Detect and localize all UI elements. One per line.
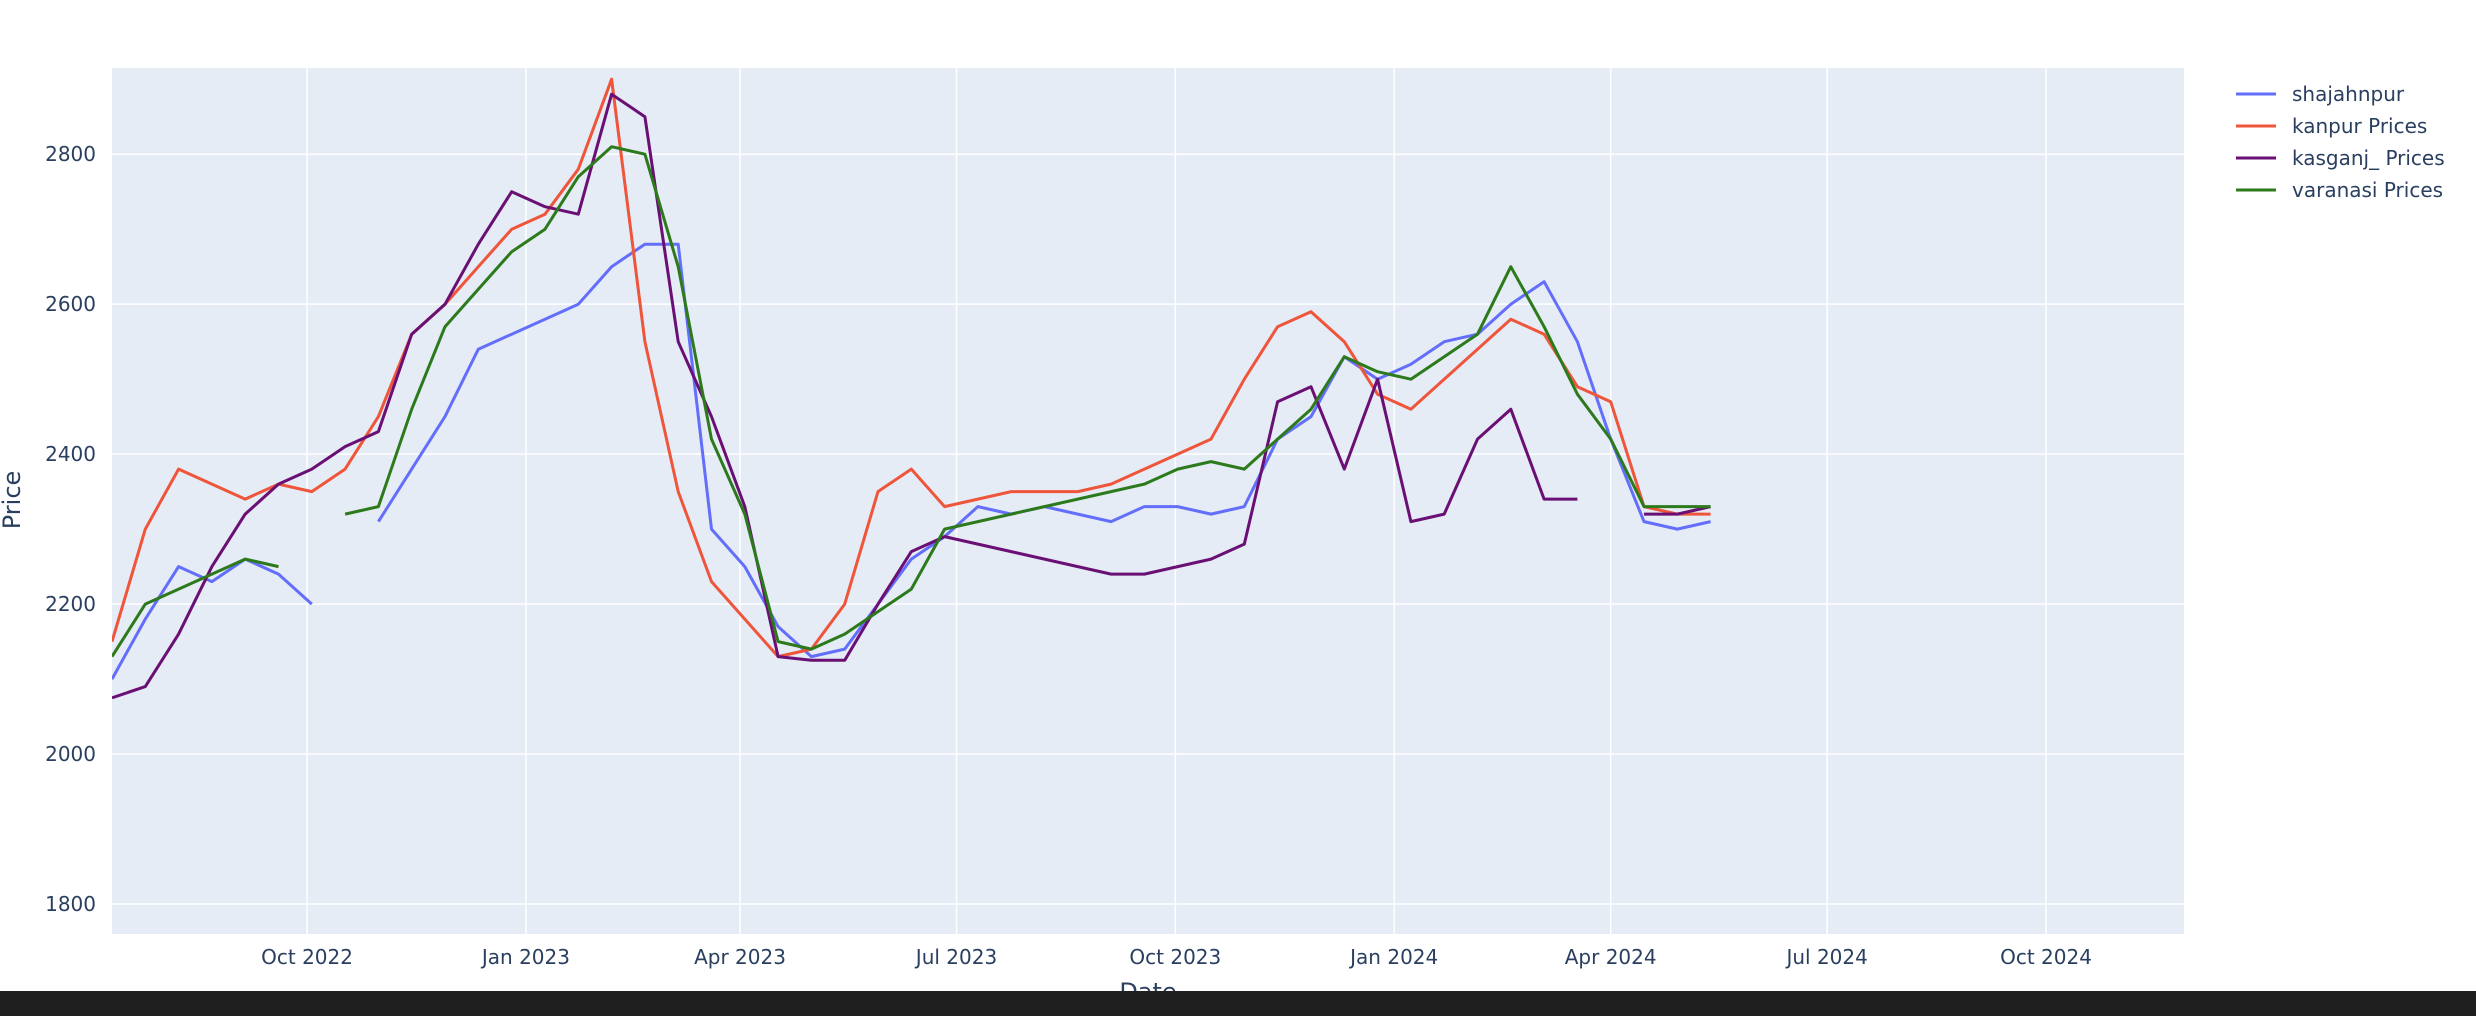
- x-tick-label: Jan 2023: [480, 945, 570, 969]
- legend-item[interactable]: shajahnpur: [2236, 82, 2405, 106]
- x-tick-label: Jul 2023: [914, 945, 997, 969]
- x-tick-label: Jan 2024: [1348, 945, 1438, 969]
- x-axis-ticks: Oct 2022 Jan 2023 Apr 2023 Jul 2023 Oct 2023…: [261, 945, 2092, 969]
- x-tick-label: Oct 2023: [1129, 945, 1221, 969]
- bottom-bar: [0, 991, 2476, 1016]
- series-line-varanasi-prices: [112, 145, 1711, 658]
- plot-background: [112, 68, 2184, 934]
- y-tick-label: 2400: [45, 442, 96, 466]
- legend[interactable]: shajahnpur kanpur Prices kasganj_ Prices va…: [2236, 82, 2445, 202]
- y-tick-label: 1800: [45, 892, 96, 916]
- y-tick-label: 2800: [45, 142, 96, 166]
- legend-label: shajahnpur: [2292, 82, 2405, 106]
- y-axis-title: Price: [0, 471, 26, 530]
- y-axis-ticks: 1800 2000 2200 2400 2600 2800: [45, 142, 96, 916]
- legend-label: kasganj_ Prices: [2292, 146, 2445, 170]
- y-tick-label: 2200: [45, 592, 96, 616]
- y-tick-label: 2600: [45, 292, 96, 316]
- series-line-kanpur-prices: [112, 77, 1711, 659]
- legend-item[interactable]: kasganj_ Prices: [2236, 146, 2445, 170]
- x-tick-label: Apr 2023: [694, 945, 786, 969]
- legend-label: varanasi Prices: [2292, 178, 2443, 202]
- x-tick-label: Oct 2024: [2000, 945, 2092, 969]
- series-lines: [112, 77, 1711, 700]
- grid-lines: [112, 68, 2184, 934]
- series-line-kasganj-prices: [112, 92, 1711, 700]
- x-tick-label: Apr 2024: [1565, 945, 1657, 969]
- legend-item[interactable]: kanpur Prices: [2236, 114, 2427, 138]
- legend-item[interactable]: varanasi Prices: [2236, 178, 2443, 202]
- x-tick-label: Oct 2022: [261, 945, 353, 969]
- x-tick-label: Jul 2024: [1784, 945, 1867, 969]
- legend-label: kanpur Prices: [2292, 114, 2427, 138]
- y-tick-label: 2000: [45, 742, 96, 766]
